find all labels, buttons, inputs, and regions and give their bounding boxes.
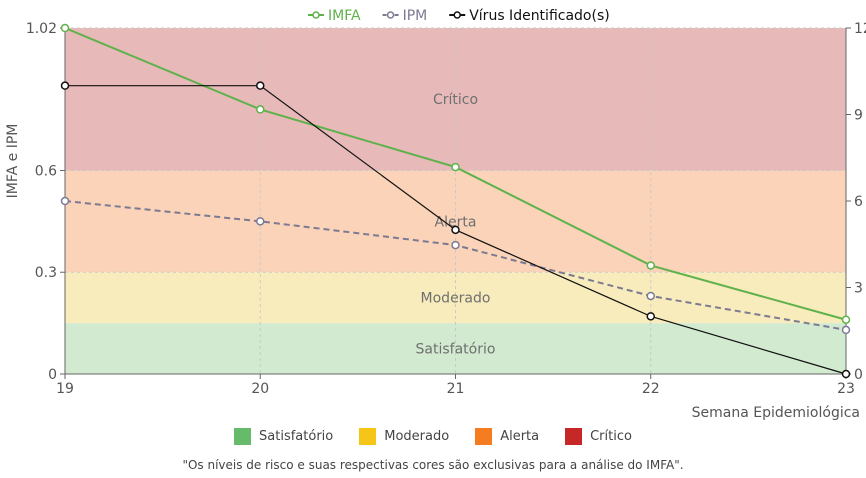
y2-tick-label: 9 [854,108,863,124]
legend-label: IMFA [328,8,361,24]
band-label: Alerta [435,214,477,230]
series-legend-item[interactable]: IPM [382,8,428,24]
risk-bands [65,28,846,374]
x-axis-label: Semana Epidemiológica [692,405,860,421]
x-tick-label: 19 [56,381,74,397]
series-point [256,217,265,226]
risk-legend-item[interactable]: Moderado [359,428,449,445]
series-point [841,315,851,324]
risk-legend-label: Moderado [384,429,450,444]
risk-swatch-satisfatorio [234,428,252,445]
risk-swatch-critico [565,428,583,445]
series-point [646,291,655,301]
risk-swatch-moderado [359,428,377,445]
band-label: Moderado [421,291,491,307]
band-crítico [65,28,846,171]
risk-legend-item[interactable]: Alerta [475,428,539,445]
series-legend-item[interactable]: Vírus Identificado(s) [449,8,610,24]
series-layer [60,23,851,379]
axes: 0 0.3 0.6 1.02 0 3 6 9 12 19 20 21 22 23 Semana Epidem… [5,21,866,421]
band-labels: Satisfatório Moderado Alerta Crítico [416,92,496,357]
band-label: Satisfatório [416,342,496,358]
risk-legend-label: Crítico [590,429,632,444]
risk-legend-item[interactable]: Satisfatório [234,428,333,445]
y-axis-label: IMFA e IPM [5,124,21,199]
y2-tick-label: 3 [854,281,863,297]
x-tick-label: 23 [837,381,855,397]
x-tick-label: 21 [447,381,465,397]
band-label: Crítico [433,92,478,108]
series-legend-item[interactable]: IMFA [308,8,361,24]
risk-legend-label: Satisfatório [259,429,334,444]
y2-tick-label: 0 [854,367,863,383]
legend-marker [312,11,320,19]
series-point [841,369,851,379]
y-tick-label: 0.6 [35,163,57,179]
legend-label: Vírus Identificado(s) [469,8,610,24]
y-tick-label: 0.3 [35,265,57,281]
risk-legend-label: Alerta [500,429,540,444]
series-point [646,312,655,321]
x-tick-label: 20 [251,381,269,397]
series-legend: IMFA IPM Vírus Identificado(s) [308,8,610,24]
chart: Satisfatório Moderado Alerta Crítico 0 0.3 0.… [5,8,866,421]
legend-marker [453,11,461,19]
risk-swatch-alerta [475,428,493,445]
series-point [451,225,460,235]
series-point [60,81,70,90]
risk-legend-item[interactable]: Crítico [565,428,632,445]
series-point [256,81,265,90]
y-tick-label: 0 [48,367,57,383]
series-point [256,105,265,114]
risk-legend: Satisfatório Moderado Alerta Crítico [0,428,866,445]
series-point [841,325,851,335]
y2-tick-label: 12 [854,21,866,37]
series-point [60,23,70,33]
series-point [451,240,460,250]
y-tick-label: 1.02 [26,21,57,37]
series-point [646,261,655,270]
series-point [60,196,70,206]
y2-tick-label: 6 [854,194,863,210]
series-point [451,162,460,172]
legend-marker [386,11,395,19]
x-tick-label: 22 [642,381,660,397]
footnote: "Os níveis de risco e suas respectivas c… [182,458,684,472]
legend-label: IPM [403,8,428,24]
